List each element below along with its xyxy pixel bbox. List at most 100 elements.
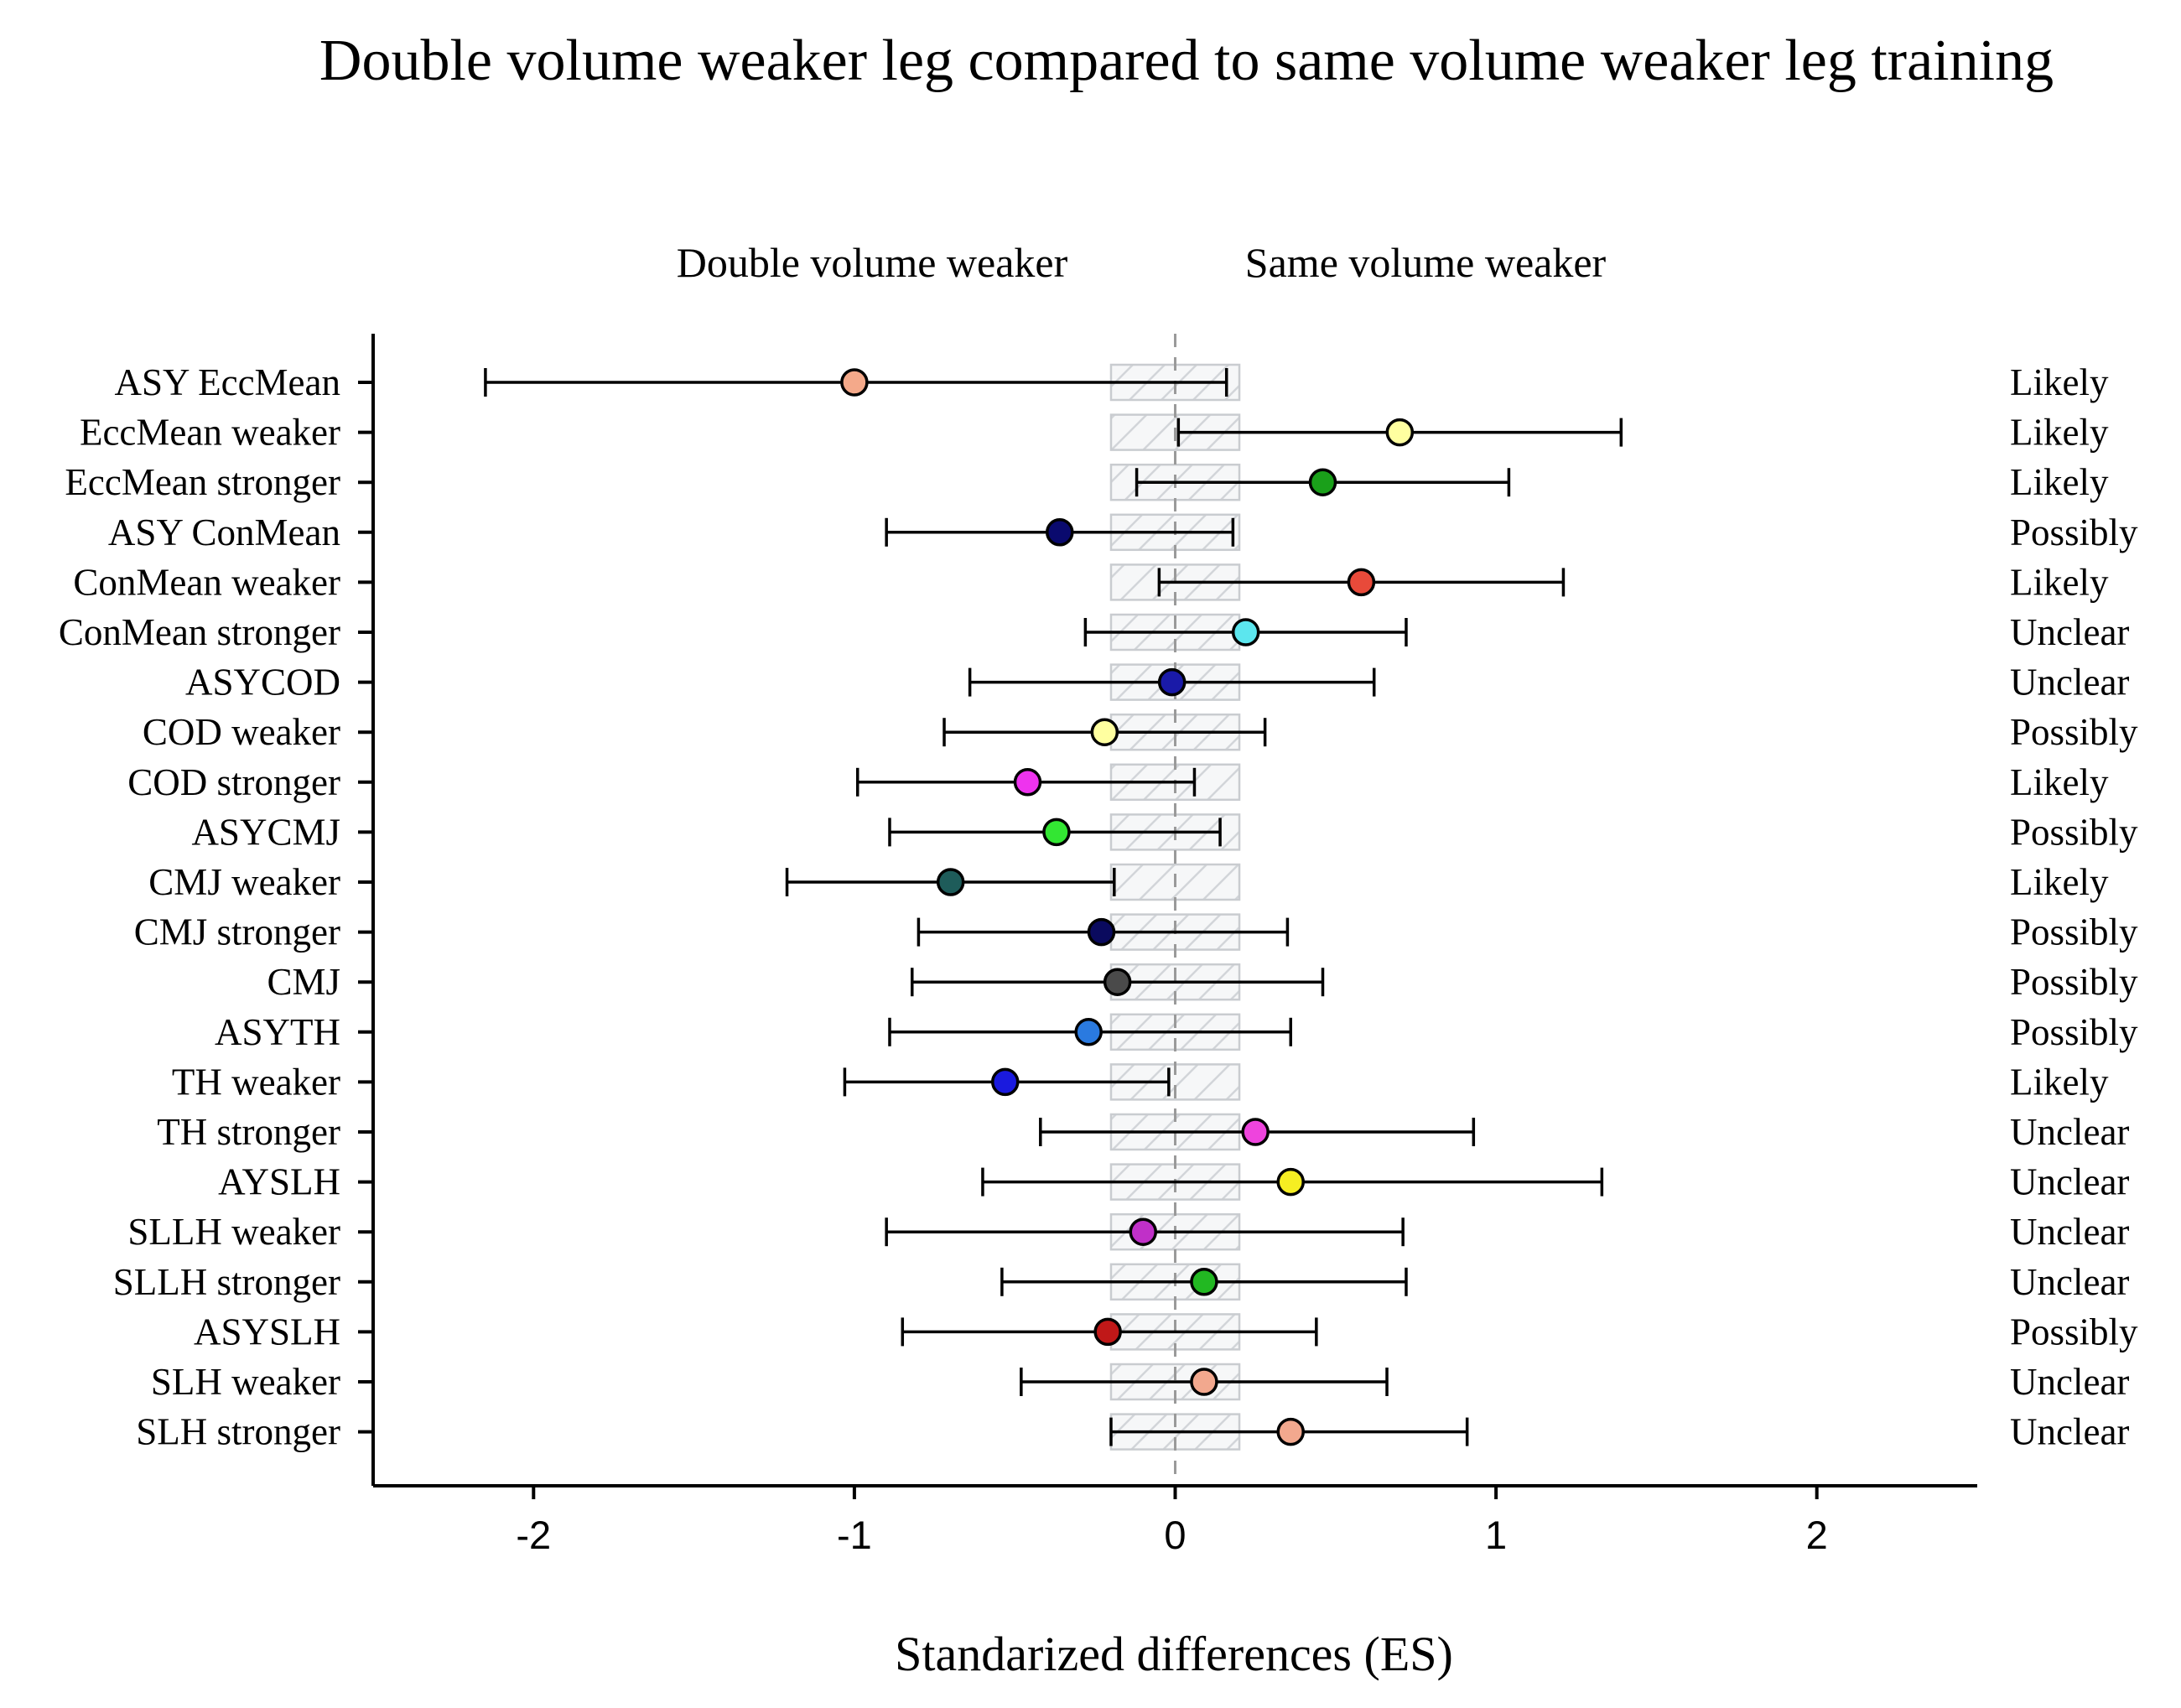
forest-row: SLLH weaker Unclear xyxy=(127,1211,2129,1253)
row-label: AYSLH xyxy=(218,1161,340,1203)
forest-row: SLH stronger Unclear xyxy=(136,1411,2129,1453)
forest-row: TH stronger Unclear xyxy=(157,1111,2129,1153)
row-label: SLLH stronger xyxy=(113,1261,340,1303)
inference-label: Unclear xyxy=(2010,1161,2129,1203)
inference-label: Possibly xyxy=(2010,711,2138,753)
row-label: ASYCOD xyxy=(185,662,340,703)
forest-row: COD stronger Likely xyxy=(127,761,2109,803)
row-label: ConMean stronger xyxy=(59,611,340,653)
inference-label: Possibly xyxy=(2010,1011,2138,1053)
inference-label: Unclear xyxy=(2010,1211,2129,1253)
row-label: EccMean stronger xyxy=(65,461,340,503)
effect-point xyxy=(1276,1167,1305,1197)
row-label: ConMean weaker xyxy=(73,561,340,603)
row-label: ASYCMJ xyxy=(191,811,340,853)
inference-label: Likely xyxy=(2010,461,2109,503)
row-label: EccMean weaker xyxy=(80,412,340,454)
inference-label: Unclear xyxy=(2010,1261,2129,1303)
row-label: ASYSLH xyxy=(194,1311,340,1352)
effect-point xyxy=(1129,1217,1157,1246)
row-label: SLH weaker xyxy=(151,1361,340,1403)
inference-label: Likely xyxy=(2010,561,2109,603)
effect-point xyxy=(1046,518,1074,547)
effect-point xyxy=(1087,917,1116,947)
forest-row: CMJ stronger Possibly xyxy=(134,911,2138,953)
effect-point xyxy=(1042,818,1071,847)
forest-row: SLH weaker Unclear xyxy=(151,1361,2130,1403)
forest-row: ConMean stronger Unclear xyxy=(59,611,2130,653)
effect-point xyxy=(1347,568,1376,597)
effect-point xyxy=(1090,718,1119,746)
forest-row: ASY ConMean Possibly xyxy=(108,511,2138,553)
forest-row: SLLH stronger Unclear xyxy=(113,1261,2130,1303)
effect-point xyxy=(1385,418,1415,447)
row-label: CMJ weaker xyxy=(148,861,340,903)
inference-label: Likely xyxy=(2010,412,2109,454)
row-label: SLH stronger xyxy=(136,1411,340,1453)
inference-label: Possibly xyxy=(2010,811,2138,853)
effect-point xyxy=(840,368,869,397)
inference-label: Possibly xyxy=(2010,911,2138,953)
row-label: TH weaker xyxy=(172,1061,340,1103)
inference-label: Likely xyxy=(2010,1061,2109,1103)
inference-label: Possibly xyxy=(2010,511,2138,553)
row-label: COD stronger xyxy=(127,761,340,803)
effect-point xyxy=(1276,1417,1305,1446)
x-tick-label: -1 xyxy=(837,1513,872,1557)
effect-point xyxy=(1093,1317,1122,1347)
forest-row: COD weaker Possibly xyxy=(143,711,2138,753)
forest-row: EccMean stronger Likely xyxy=(65,461,2109,503)
effect-point xyxy=(1190,1268,1218,1296)
forest-row: CMJ weaker Likely xyxy=(148,861,2109,903)
inference-label: Possibly xyxy=(2010,961,2138,1003)
effect-point xyxy=(1103,968,1132,996)
forest-row: AYSLH Unclear xyxy=(218,1161,2129,1203)
row-label: TH stronger xyxy=(157,1111,340,1153)
inference-label: Likely xyxy=(2010,861,2109,903)
inference-label: Unclear xyxy=(2010,1411,2129,1453)
row-label: SLLH weaker xyxy=(127,1211,340,1253)
row-label: COD weaker xyxy=(143,711,340,753)
inference-label: Unclear xyxy=(2010,1361,2129,1403)
forest-row: ConMean weaker Likely xyxy=(73,561,2109,603)
forest-row: ASYSLH Possibly xyxy=(194,1311,2138,1352)
inference-label: Unclear xyxy=(2010,662,2129,703)
effect-point xyxy=(1074,1018,1103,1046)
forest-row: ASYCMJ Possibly xyxy=(191,811,2138,853)
x-tick-label: 2 xyxy=(1806,1513,1828,1557)
row-label: ASY ConMean xyxy=(108,511,340,553)
x-tick-label: 1 xyxy=(1485,1513,1507,1557)
inference-label: Likely xyxy=(2010,761,2109,803)
row-label: CMJ xyxy=(267,961,340,1003)
x-axis-label: Standarized differences (ES) xyxy=(895,1627,1453,1681)
effect-point xyxy=(1231,618,1260,646)
row-label: ASY EccMean xyxy=(115,361,341,403)
forest-row: EccMean weaker Likely xyxy=(80,412,2109,454)
x-tick-label: -2 xyxy=(516,1513,551,1557)
inference-label: Unclear xyxy=(2010,611,2129,653)
chart-title: Double volume weaker leg compared to sam… xyxy=(319,29,2054,93)
left-direction-label: Double volume weaker xyxy=(677,239,1068,286)
forest-row: ASY EccMean Likely xyxy=(115,361,2109,403)
inference-label: Possibly xyxy=(2010,1311,2138,1352)
effect-point xyxy=(936,868,965,896)
row-label: ASYTH xyxy=(215,1011,340,1053)
forest-row: TH weaker Likely xyxy=(172,1061,2109,1103)
row-label: CMJ stronger xyxy=(134,911,340,953)
x-axis-ticks: -2 -1 0 1 2 xyxy=(516,1486,1828,1557)
effect-point xyxy=(1308,468,1337,496)
inference-label: Unclear xyxy=(2010,1111,2129,1153)
inference-label: Likely xyxy=(2010,361,2109,403)
effect-point xyxy=(1013,768,1042,797)
effect-point xyxy=(1190,1368,1218,1396)
forest-row: ASYCOD Unclear xyxy=(185,662,2129,703)
effect-point xyxy=(990,1067,1020,1097)
effect-point xyxy=(1241,1118,1270,1146)
x-tick-label: 0 xyxy=(1164,1513,1186,1557)
forest-row: ASYTH Possibly xyxy=(215,1011,2138,1053)
right-direction-label: Same volume weaker xyxy=(1245,239,1607,286)
forest-row: CMJ Possibly xyxy=(267,961,2138,1003)
effect-point xyxy=(1157,667,1187,697)
